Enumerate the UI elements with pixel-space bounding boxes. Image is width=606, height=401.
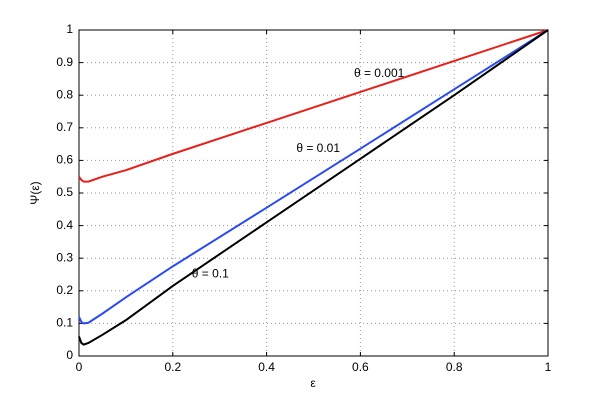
y-tick-label: 0.1 <box>56 316 73 330</box>
x-tick-label: 0.6 <box>352 360 369 374</box>
line-label: θ = 0.1 <box>192 267 229 281</box>
series-line <box>78 29 549 183</box>
plot-frame <box>78 29 549 357</box>
line-label: θ = 0.001 <box>354 66 405 80</box>
y-tick-label: 0.3 <box>56 250 73 264</box>
x-tick-label: 0.4 <box>258 360 275 374</box>
y-tick-label: 0.2 <box>56 283 73 297</box>
x-tick-label: 0.8 <box>446 360 463 374</box>
series-line <box>78 29 549 325</box>
x-axis-label: ε <box>310 376 316 390</box>
x-tick-label: 1 <box>545 360 552 374</box>
y-tick-label: 0.5 <box>56 185 73 199</box>
series-line <box>78 29 549 346</box>
x-tick-label: 0.2 <box>164 360 181 374</box>
y-tick-label: 0 <box>66 348 73 362</box>
y-axis-label: Ψ(ε) <box>28 181 42 204</box>
line-label: θ = 0.01 <box>296 141 340 155</box>
y-tick-label: 0.9 <box>56 55 73 69</box>
y-tick-label: 1 <box>66 22 73 36</box>
y-tick-label: 0.7 <box>56 120 73 134</box>
y-tick-label: 0.4 <box>56 218 73 232</box>
y-tick-label: 0.8 <box>56 87 73 101</box>
x-tick-label: 0 <box>76 360 83 374</box>
y-tick-label: 0.6 <box>56 153 73 167</box>
